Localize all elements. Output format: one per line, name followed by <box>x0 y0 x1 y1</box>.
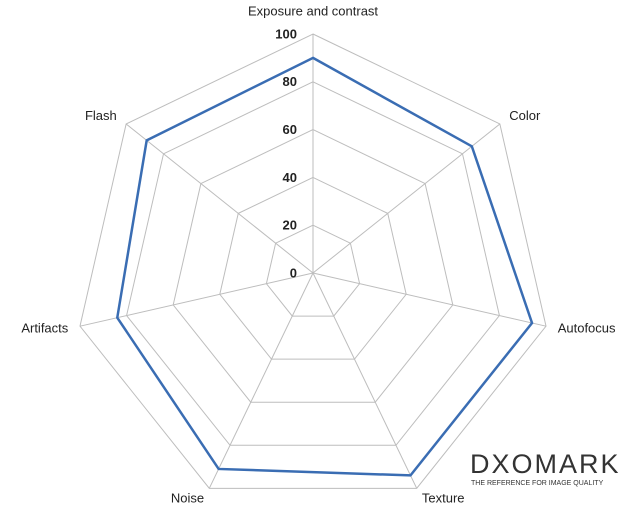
spoke <box>125 123 314 274</box>
tick-label: 20 <box>283 218 297 233</box>
logo-tagline: THE REFERENCE FOR IMAGE QUALITY <box>471 480 604 487</box>
category-label: Autofocus <box>558 320 616 335</box>
tick-label: 40 <box>283 170 297 185</box>
grid-ring <box>219 176 407 360</box>
category-label: Artifacts <box>21 320 68 335</box>
tick-label: 60 <box>283 122 297 137</box>
category-label: Exposure and contrast <box>248 3 378 18</box>
category-label: Color <box>509 108 541 123</box>
grid-ring <box>265 224 361 317</box>
category-label: Flash <box>85 108 117 123</box>
spoke <box>312 123 501 274</box>
spoke <box>208 272 314 489</box>
spoke <box>312 272 547 327</box>
grid-ring <box>126 81 500 446</box>
tick-label: 80 <box>283 74 297 89</box>
category-label: Noise <box>171 491 204 506</box>
spoke <box>312 272 418 489</box>
grid-ring <box>172 129 454 403</box>
series-line <box>115 56 534 477</box>
category-label: Texture <box>422 491 465 506</box>
tick-label: 100 <box>275 26 297 41</box>
spoke <box>79 272 314 327</box>
logo-brand: DXOMARK <box>470 449 621 479</box>
grid-ring <box>79 33 547 489</box>
tick-label: 0 <box>290 265 297 280</box>
